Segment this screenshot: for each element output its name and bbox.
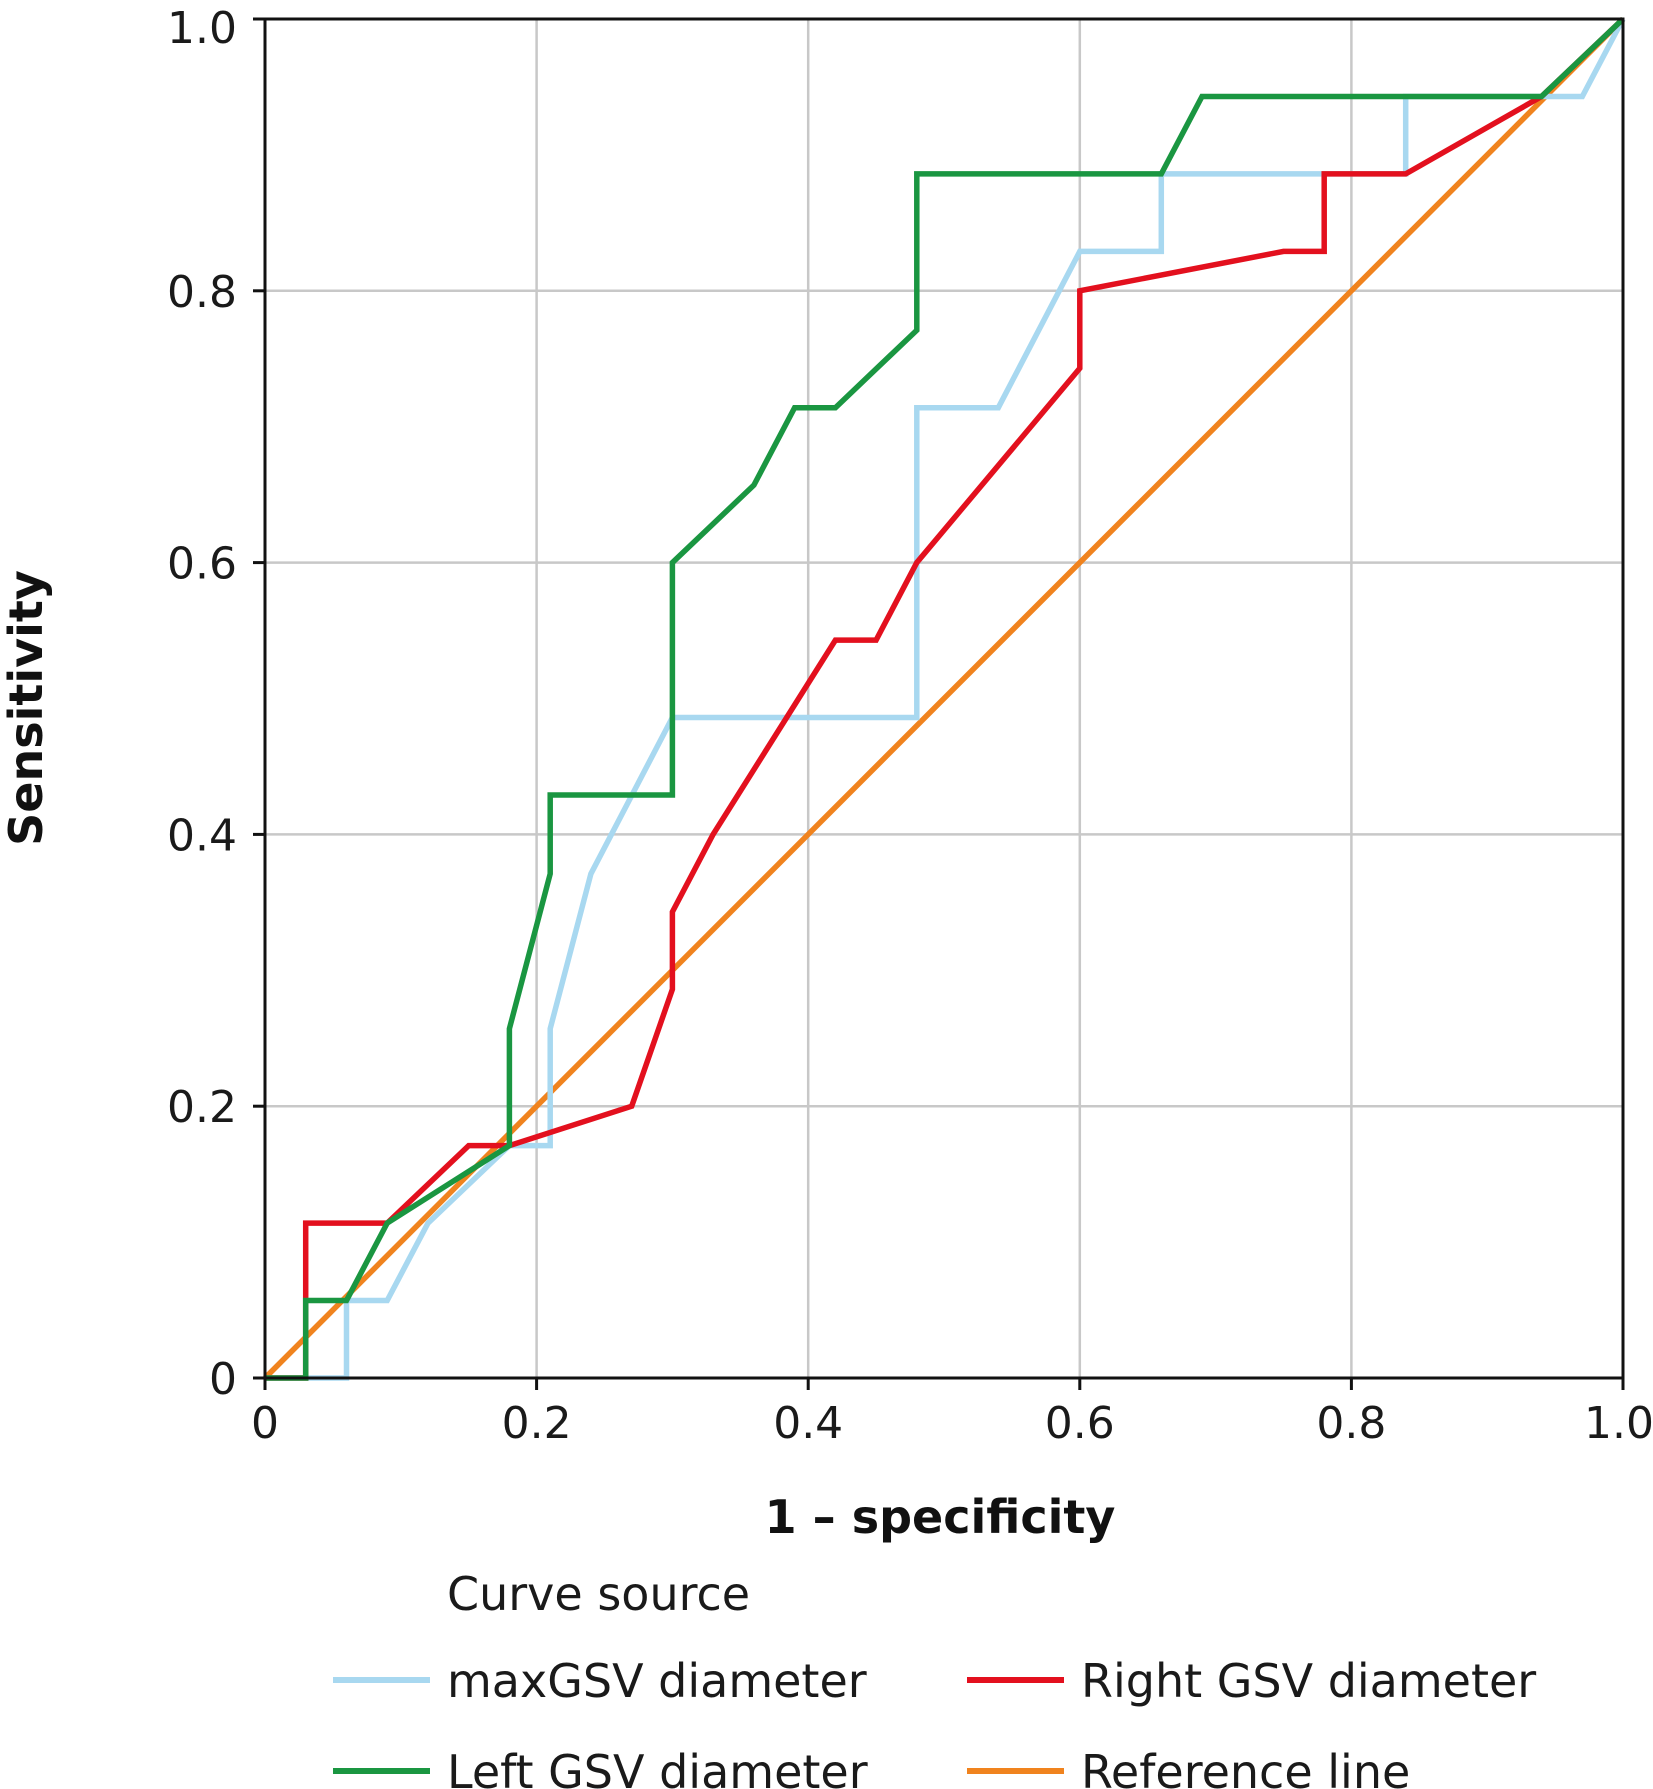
legend-label-reference: Reference line bbox=[1081, 1745, 1410, 1789]
y-axis-title: Sensitivity bbox=[0, 570, 53, 846]
x-tick-label-4: 0.8 bbox=[1316, 1398, 1386, 1449]
tick-marks bbox=[253, 17, 1625, 1390]
y-tick-label-2: 0.4 bbox=[167, 810, 237, 861]
series-line-reference-line bbox=[263, 17, 1625, 1380]
y-tick-label-5: 1.0 bbox=[167, 3, 237, 54]
legend-label-left-gsv: Left GSV diameter bbox=[447, 1745, 868, 1789]
plot-frame bbox=[263, 17, 1625, 1380]
legend-title: Curve source bbox=[447, 1567, 750, 1621]
y-tick-labels: 0 0.2 0.4 0.6 0.8 1.0 bbox=[167, 3, 237, 1405]
x-tick-label-3: 0.6 bbox=[1045, 1398, 1115, 1449]
y-tick-label-3: 0.6 bbox=[167, 539, 237, 590]
y-tick-label-1: 0.2 bbox=[167, 1082, 237, 1133]
legend-label-maxgsv: maxGSV diameter bbox=[447, 1654, 867, 1708]
y-tick-label-0: 0 bbox=[209, 1354, 237, 1405]
grid-lines bbox=[265, 19, 1623, 1378]
x-tick-label-2: 0.4 bbox=[773, 1398, 843, 1449]
series-line-right-gsv-diameter bbox=[265, 17, 1625, 1381]
series-line-left-gsv-diameter bbox=[265, 17, 1625, 1381]
x-tick-label-1: 0.2 bbox=[502, 1398, 572, 1449]
x-tick-label-0: 0 bbox=[251, 1398, 279, 1449]
x-axis-title: 1 – specificity bbox=[765, 1490, 1116, 1544]
x-tick-label-5: 1.0 bbox=[1584, 1398, 1653, 1449]
y-tick-label-4: 0.8 bbox=[167, 267, 237, 318]
series-layer bbox=[263, 17, 1626, 1381]
legend-label-right-gsv: Right GSV diameter bbox=[1081, 1654, 1536, 1708]
x-tick-labels: 0 0.2 0.4 0.6 0.8 1.0 bbox=[251, 1398, 1653, 1449]
legend: Curve source maxGSV diameter Right GSV d… bbox=[333, 1567, 1536, 1789]
